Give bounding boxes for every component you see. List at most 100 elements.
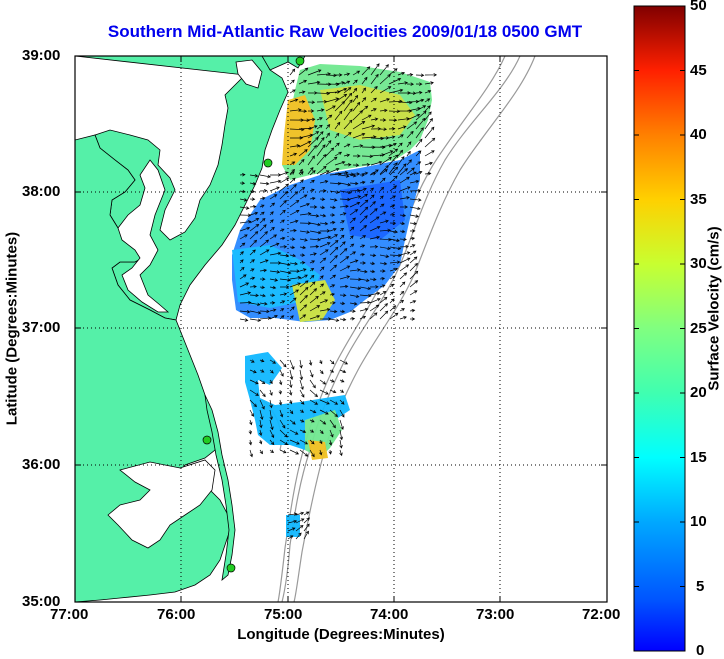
velocity-arrow: [307, 144, 317, 157]
velocity-arrow: [309, 281, 316, 288]
velocity-arrow: [349, 188, 361, 193]
x-tick-label: 72:00: [582, 606, 621, 623]
velocity-arrow: [299, 409, 305, 413]
velocity-arrow: [239, 234, 248, 240]
velocity-arrow: [258, 429, 263, 437]
velocity-arrow: [319, 189, 327, 193]
velocity-arrow: [289, 409, 294, 415]
velocity-arrow: [269, 211, 274, 216]
velocity-arrow: [319, 242, 331, 248]
velocity-arrow: [329, 213, 336, 217]
velocity-arrow: [239, 198, 248, 202]
velocity-arrow: [369, 194, 375, 200]
velocity-arrow: [309, 260, 316, 264]
velocity-arrow: [352, 87, 358, 94]
velocity-arrow: [349, 226, 355, 232]
velocity-arrow: [339, 317, 347, 322]
velocity-arrow: [389, 246, 402, 251]
velocity-arrow: [298, 140, 312, 148]
velocity-arrow: [329, 228, 337, 232]
x-tick-label: 77:00: [50, 606, 89, 623]
velocity-arrow: [409, 270, 419, 280]
velocity-arrow: [298, 158, 305, 166]
velocity-arrow: [329, 190, 340, 194]
velocity-arrow: [288, 389, 293, 396]
velocity-arrow: [309, 252, 317, 256]
velocity-arrow: [289, 89, 296, 94]
velocity-arrow: [279, 245, 288, 249]
velocity-arrow: [299, 429, 307, 434]
velocity-arrow: [369, 277, 377, 282]
velocity-arrow: [299, 212, 312, 216]
outer-banks: [204, 394, 236, 581]
velocity-arrow: [352, 172, 361, 176]
velocity-arrow: [343, 163, 352, 167]
velocity-arrow: [319, 235, 332, 240]
velocity-arrow: [352, 79, 358, 85]
velocity-arrow: [299, 399, 305, 405]
velocity-arrow: [388, 118, 398, 122]
gridlines: [75, 56, 607, 602]
velocity-arrow: [334, 142, 340, 148]
colorbar-tick-label: 0: [696, 642, 705, 659]
velocity-arrow: [424, 150, 435, 157]
velocity-arrow: [359, 244, 366, 248]
velocity-arrow: [379, 276, 386, 281]
velocity-arrow: [339, 409, 345, 418]
velocity-arrow: [289, 68, 296, 76]
velocity-arrow: [415, 73, 425, 77]
velocity-arrow: [279, 292, 288, 296]
velocity-arrow: [259, 211, 265, 216]
velocity-arrow: [359, 307, 369, 312]
velocity-arrow: [399, 205, 409, 209]
velocity-arrow: [259, 409, 264, 421]
velocity-arrow: [309, 314, 321, 320]
velocity-arrow: [289, 144, 301, 148]
velocity-arrow: [399, 257, 411, 264]
velocity-arrow: [361, 76, 368, 85]
velocity-arrow: [319, 213, 327, 218]
velocity-arrow: [359, 187, 367, 192]
velocity-arrow: [269, 429, 275, 439]
velocity-arrow: [309, 419, 315, 423]
velocity-arrow: [361, 66, 371, 76]
velocity-arrow: [316, 144, 326, 157]
velocity-arrow: [249, 284, 257, 289]
velocity-arrow: [379, 136, 390, 140]
velocity-arrow: [369, 235, 381, 240]
velocity-arrow: [406, 167, 415, 175]
land-virginia-nc: [75, 134, 231, 602]
velocity-arrow: [303, 517, 310, 524]
velocity-arrow: [399, 264, 410, 272]
velocity-arrow: [309, 429, 315, 433]
velocity-arrow: [239, 189, 246, 194]
velocity-arrow: [279, 278, 292, 282]
velocity-arrow: [397, 149, 404, 157]
velocity-arrow: [259, 379, 266, 385]
velocity-arrow: [397, 134, 404, 139]
velocity-arrow: [319, 249, 329, 256]
velocity-arrow: [319, 170, 330, 176]
velocity-arrow: [239, 300, 252, 305]
velocity-arrow: [409, 317, 416, 321]
velocity-arrow: [409, 244, 416, 248]
velocity-arrow: [388, 77, 402, 85]
velocity-arrow: [249, 369, 257, 374]
velocity-arrow: [370, 108, 377, 112]
velocity-arrow: [349, 195, 362, 200]
velocity-arrow: [249, 197, 256, 201]
velocity-arrow: [399, 290, 405, 296]
velocity-arrow: [379, 177, 386, 184]
velocity-arrow: [389, 305, 397, 312]
velocity-arrow: [352, 94, 359, 103]
velocity-arrow: [287, 535, 294, 540]
velocity-arrow: [329, 255, 338, 264]
velocity-arrow: [307, 100, 316, 104]
velocity-arrow: [352, 120, 366, 130]
velocity-arrow: [399, 281, 406, 288]
velocity-arrow: [388, 88, 404, 94]
velocity-arrow: [339, 256, 350, 264]
velocity-arrow: [379, 228, 391, 233]
velocity-arrow: [289, 439, 300, 445]
velocity-arrow: [409, 229, 416, 233]
